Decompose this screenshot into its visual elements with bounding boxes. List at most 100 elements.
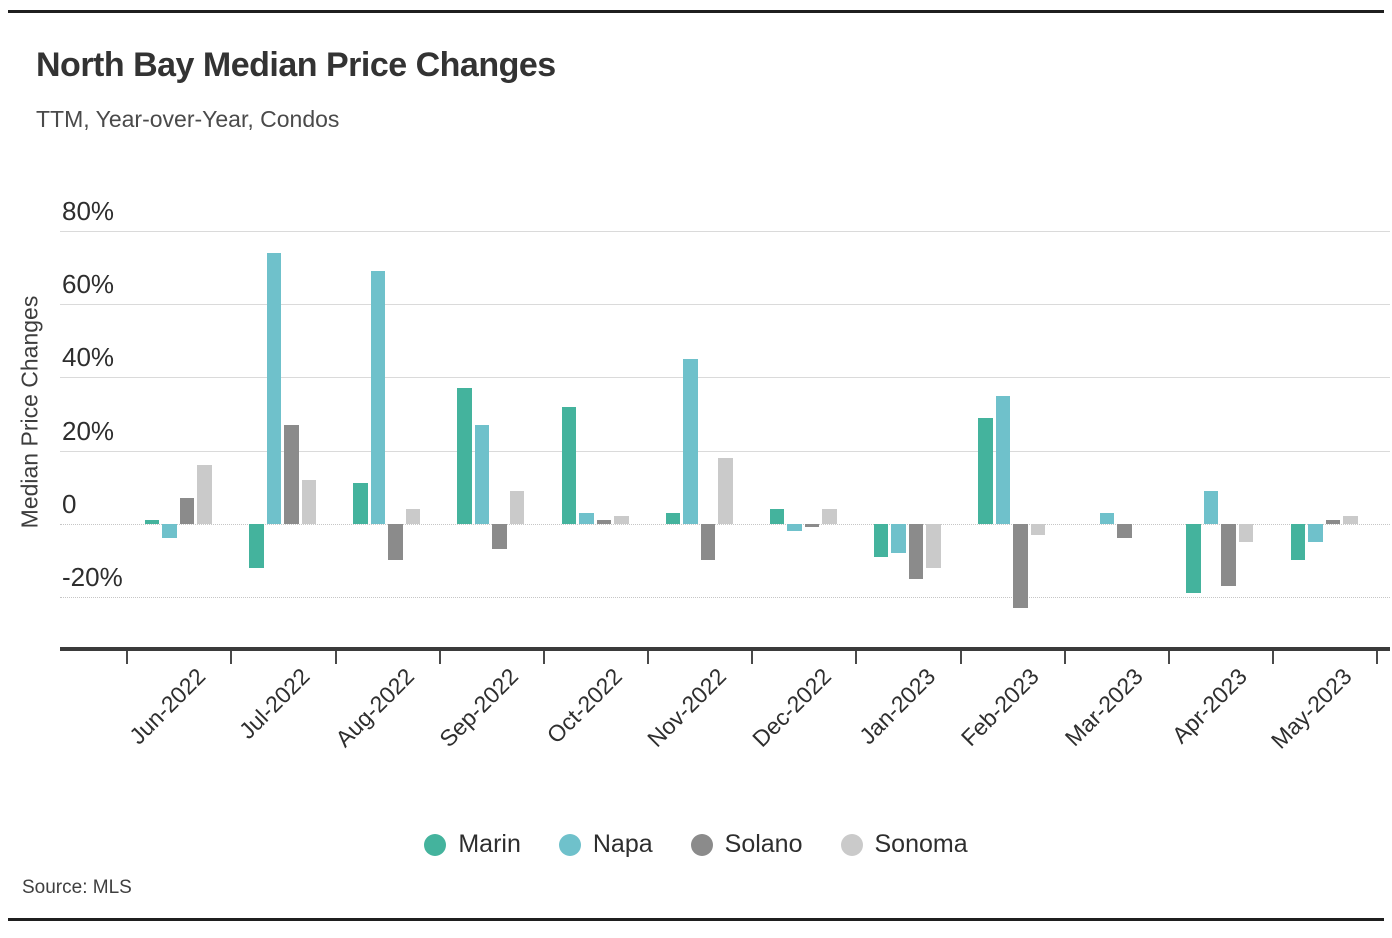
bar-napa-sep-2022 (474, 424, 490, 524)
x-axis-tick (542, 651, 545, 664)
bar-napa-feb-2023 (995, 395, 1011, 524)
y-axis-title: Median Price Changes (16, 295, 43, 529)
legend-swatch-solano-icon (690, 833, 713, 856)
bar-napa-dec-2022 (787, 523, 802, 532)
y-tick-label-60-: 60% (62, 269, 115, 299)
bar-sonoma-may-2023 (1343, 516, 1358, 524)
x-tick-label-text: Feb-2023 (955, 663, 1044, 752)
bar-sonoma-jul-2022 (301, 479, 317, 524)
legend-swatch-sonoma-icon (840, 833, 863, 856)
x-tick-label-text: Apr-2023 (1166, 663, 1253, 749)
bottom-rule (8, 918, 1384, 921)
bar-sonoma-dec-2022 (822, 509, 837, 524)
bar-marin-nov-2022 (665, 512, 681, 524)
gridline-40- (60, 377, 1390, 379)
bar-solano-apr-2023 (1221, 523, 1236, 586)
chart-title: North Bay Median Price Changes (36, 46, 556, 84)
bar-napa-jan-2023 (891, 523, 906, 554)
gridline-60- (60, 304, 1390, 305)
bar-marin-apr-2023 (1186, 523, 1201, 594)
source-label: Source: (22, 877, 88, 898)
bar-solano-aug-2022 (388, 523, 403, 561)
x-axis-line (60, 647, 1390, 651)
x-axis-tick (751, 651, 754, 664)
bar-napa-oct-2022 (579, 512, 594, 524)
bar-napa-may-2023 (1308, 523, 1323, 543)
bar-sonoma-oct-2022 (614, 516, 629, 524)
bar-solano-jan-2023 (908, 523, 924, 579)
bar-marin-sep-2022 (457, 388, 472, 524)
x-tick-label-text: Nov-2022 (642, 663, 732, 752)
y-tick-label-20-: 20% (62, 415, 115, 446)
bar-sonoma-aug-2022 (405, 509, 421, 524)
bar-marin-dec-2022 (769, 509, 785, 524)
bar-marin-jun-2022 (144, 520, 160, 524)
bar-sonoma-feb-2023 (1030, 523, 1046, 535)
x-axis-tick (1271, 651, 1274, 664)
source-note: Source: MLS (22, 877, 132, 899)
y-tick-label-80-: 80% (62, 195, 115, 226)
bar-solano-oct-2022 (596, 520, 611, 524)
legend-item-solano: Solano (690, 830, 803, 859)
x-tick-label-text: Mar-2023 (1060, 663, 1149, 751)
x-tick-label-text: May-2023 (1265, 663, 1357, 754)
x-tick-label-text: Jun-2022 (124, 663, 211, 750)
legend-label-marin: Marin (458, 830, 521, 858)
bar-sonoma-sep-2022 (509, 490, 525, 524)
legend-item-sonoma: Sonoma (840, 830, 968, 859)
x-axis-tick (1376, 651, 1379, 664)
chart-subtitle: TTM, Year-over-Year, Condos (36, 106, 340, 132)
top-rule (8, 10, 1384, 13)
bar-sonoma-jun-2022 (197, 465, 212, 524)
y-tick-label-0: 0 (62, 488, 77, 519)
legend-swatch-napa-icon (558, 833, 581, 856)
x-axis-tick (959, 651, 962, 664)
bar-solano-jun-2022 (179, 498, 195, 524)
gridline-80- (60, 230, 1390, 232)
x-tick-label-text: Sep-2022 (434, 663, 524, 752)
gridline-0 (60, 523, 1390, 525)
bar-napa-nov-2022 (683, 358, 698, 524)
x-axis-tick (647, 651, 650, 664)
plot-area: 80% 60% 40% 20% 0 -20% Jun-2022 Jul-2022 Aug-202… (60, 195, 1390, 754)
bar-solano-dec-2022 (804, 523, 820, 528)
bar-napa-jul-2022 (266, 252, 282, 524)
y-tick-label-40-: 40% (62, 342, 115, 373)
y-tick-label--20-: -20% (62, 562, 123, 592)
bar-napa-apr-2023 (1203, 490, 1219, 524)
bar-sonoma-nov-2022 (718, 457, 733, 524)
x-axis-tick (334, 651, 337, 664)
bar-marin-may-2023 (1290, 523, 1306, 561)
x-tick-label-text: Jan-2023 (853, 663, 940, 750)
bar-marin-aug-2022 (353, 483, 368, 524)
x-axis-tick (1167, 651, 1170, 664)
bar-napa-mar-2023 (1099, 512, 1115, 524)
bar-napa-jun-2022 (162, 523, 177, 539)
legend-item-marin: Marin (424, 830, 521, 859)
gridline--20- (60, 597, 1390, 598)
bar-solano-mar-2023 (1117, 523, 1132, 539)
bar-marin-jul-2022 (249, 523, 264, 568)
legend-item-napa: Napa (558, 830, 653, 859)
bar-solano-sep-2022 (492, 523, 507, 550)
x-tick-label-text: Oct-2022 (542, 663, 628, 749)
bar-marin-oct-2022 (561, 406, 576, 524)
bar-marin-jan-2023 (873, 523, 889, 557)
x-tick-label-text: Dec-2022 (746, 663, 836, 752)
legend-label-sonoma: Sonoma (874, 830, 968, 858)
legend-label-napa: Napa (592, 830, 653, 858)
bar-napa-aug-2022 (370, 271, 386, 524)
x-tick-label-text: Aug-2022 (330, 663, 420, 752)
bar-solano-may-2023 (1325, 520, 1341, 524)
x-axis-tick (126, 651, 129, 664)
x-tick-label-text: Jul-2022 (234, 663, 315, 744)
bar-solano-jul-2022 (284, 424, 299, 524)
x-axis-tick (438, 651, 441, 664)
legend-swatch-marin-icon (424, 833, 447, 856)
gridline-20- (60, 450, 1390, 452)
bar-solano-feb-2023 (1013, 523, 1028, 608)
bar-sonoma-jan-2023 (926, 523, 941, 568)
x-axis-tick (855, 651, 858, 664)
bar-sonoma-apr-2023 (1238, 523, 1254, 543)
